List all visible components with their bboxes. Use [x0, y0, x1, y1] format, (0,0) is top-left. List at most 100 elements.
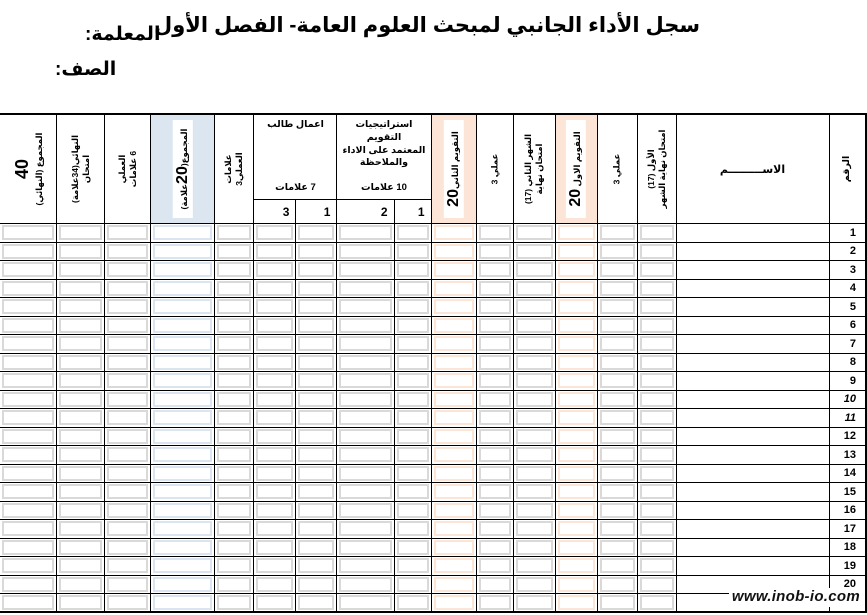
score-cell-strategy-2[interactable] — [336, 593, 395, 613]
score-cell-final34[interactable] — [56, 297, 106, 317]
score-cell-exam-month1[interactable] — [636, 334, 677, 354]
score-cell-practical3-2[interactable] — [475, 352, 514, 372]
score-cell-sum20[interactable] — [150, 445, 216, 465]
score-cell-exam-month1[interactable] — [636, 260, 677, 280]
score-cell-strategy-1[interactable] — [393, 260, 432, 280]
score-cell-total40[interactable] — [0, 408, 58, 428]
score-cell-practical3-2[interactable] — [475, 389, 514, 409]
score-cell-work-3[interactable] — [253, 223, 297, 243]
score-cell-practical3-marks[interactable] — [214, 537, 255, 557]
score-cell-practical3-1[interactable] — [596, 371, 638, 391]
score-cell-final34[interactable] — [56, 371, 106, 391]
score-cell-work-3[interactable] — [253, 278, 297, 298]
score-cell-eval1[interactable] — [554, 593, 598, 613]
score-cell-exam-month2[interactable] — [512, 500, 556, 520]
score-cell-work-1[interactable] — [295, 408, 338, 428]
score-cell-strategy-1[interactable] — [393, 297, 432, 317]
score-cell-eval1[interactable] — [554, 500, 598, 520]
score-cell-exam-month1[interactable] — [636, 482, 677, 502]
score-cell-work-3[interactable] — [253, 241, 297, 261]
score-cell-practical6[interactable] — [104, 426, 152, 446]
score-cell-practical6[interactable] — [104, 223, 152, 243]
name-cell[interactable] — [675, 519, 830, 539]
score-cell-sum20[interactable] — [150, 260, 216, 280]
score-cell-strategy-1[interactable] — [393, 389, 432, 409]
score-cell-eval1[interactable] — [554, 315, 598, 335]
score-cell-eval1[interactable] — [554, 371, 598, 391]
score-cell-strategy-2[interactable] — [336, 389, 395, 409]
score-cell-total40[interactable] — [0, 426, 58, 446]
score-cell-practical3-1[interactable] — [596, 278, 638, 298]
score-cell-practical3-2[interactable] — [475, 593, 514, 613]
score-cell-sum20[interactable] — [150, 315, 216, 335]
score-cell-work-3[interactable] — [253, 463, 297, 483]
score-cell-practical3-2[interactable] — [475, 371, 514, 391]
score-cell-eval2[interactable] — [430, 278, 477, 298]
score-cell-eval2[interactable] — [430, 352, 477, 372]
score-cell-exam-month1[interactable] — [636, 500, 677, 520]
score-cell-strategy-2[interactable] — [336, 426, 395, 446]
score-cell-final34[interactable] — [56, 334, 106, 354]
score-cell-eval1[interactable] — [554, 260, 598, 280]
score-cell-strategy-1[interactable] — [393, 241, 432, 261]
score-cell-work-1[interactable] — [295, 371, 338, 391]
score-cell-eval1[interactable] — [554, 445, 598, 465]
score-cell-eval1[interactable] — [554, 537, 598, 557]
score-cell-total40[interactable] — [0, 297, 58, 317]
score-cell-strategy-2[interactable] — [336, 260, 395, 280]
score-cell-final34[interactable] — [56, 241, 106, 261]
score-cell-practical3-marks[interactable] — [214, 463, 255, 483]
score-cell-strategy-2[interactable] — [336, 297, 395, 317]
score-cell-practical3-2[interactable] — [475, 482, 514, 502]
score-cell-exam-month1[interactable] — [636, 371, 677, 391]
score-cell-final34[interactable] — [56, 223, 106, 243]
score-cell-exam-month1[interactable] — [636, 426, 677, 446]
score-cell-strategy-1[interactable] — [393, 371, 432, 391]
score-cell-sum20[interactable] — [150, 408, 216, 428]
score-cell-practical3-2[interactable] — [475, 463, 514, 483]
score-cell-strategy-2[interactable] — [336, 408, 395, 428]
score-cell-strategy-2[interactable] — [336, 500, 395, 520]
name-cell[interactable] — [675, 352, 830, 372]
score-cell-practical3-2[interactable] — [475, 519, 514, 539]
score-cell-exam-month2[interactable] — [512, 463, 556, 483]
score-cell-practical3-marks[interactable] — [214, 408, 255, 428]
score-cell-practical3-1[interactable] — [596, 482, 638, 502]
score-cell-work-3[interactable] — [253, 297, 297, 317]
score-cell-final34[interactable] — [56, 278, 106, 298]
score-cell-eval2[interactable] — [430, 519, 477, 539]
score-cell-work-1[interactable] — [295, 482, 338, 502]
score-cell-practical3-1[interactable] — [596, 463, 638, 483]
score-cell-sum20[interactable] — [150, 389, 216, 409]
score-cell-work-1[interactable] — [295, 278, 338, 298]
score-cell-practical3-marks[interactable] — [214, 241, 255, 261]
name-cell[interactable] — [675, 408, 830, 428]
score-cell-exam-month1[interactable] — [636, 574, 677, 594]
score-cell-practical3-1[interactable] — [596, 334, 638, 354]
score-cell-exam-month2[interactable] — [512, 593, 556, 613]
score-cell-eval1[interactable] — [554, 482, 598, 502]
score-cell-work-1[interactable] — [295, 500, 338, 520]
score-cell-eval1[interactable] — [554, 278, 598, 298]
score-cell-practical6[interactable] — [104, 463, 152, 483]
score-cell-eval2[interactable] — [430, 482, 477, 502]
score-cell-strategy-1[interactable] — [393, 223, 432, 243]
score-cell-eval2[interactable] — [430, 371, 477, 391]
score-cell-exam-month1[interactable] — [636, 278, 677, 298]
score-cell-eval2[interactable] — [430, 223, 477, 243]
score-cell-sum20[interactable] — [150, 537, 216, 557]
score-cell-eval1[interactable] — [554, 241, 598, 261]
score-cell-work-1[interactable] — [295, 297, 338, 317]
score-cell-exam-month1[interactable] — [636, 537, 677, 557]
score-cell-strategy-2[interactable] — [336, 463, 395, 483]
score-cell-practical6[interactable] — [104, 519, 152, 539]
score-cell-final34[interactable] — [56, 352, 106, 372]
score-cell-strategy-2[interactable] — [336, 537, 395, 557]
score-cell-work-1[interactable] — [295, 593, 338, 613]
name-cell[interactable] — [675, 223, 830, 243]
name-cell[interactable] — [675, 445, 830, 465]
score-cell-eval1[interactable] — [554, 334, 598, 354]
score-cell-exam-month2[interactable] — [512, 408, 556, 428]
score-cell-exam-month2[interactable] — [512, 315, 556, 335]
score-cell-strategy-2[interactable] — [336, 334, 395, 354]
